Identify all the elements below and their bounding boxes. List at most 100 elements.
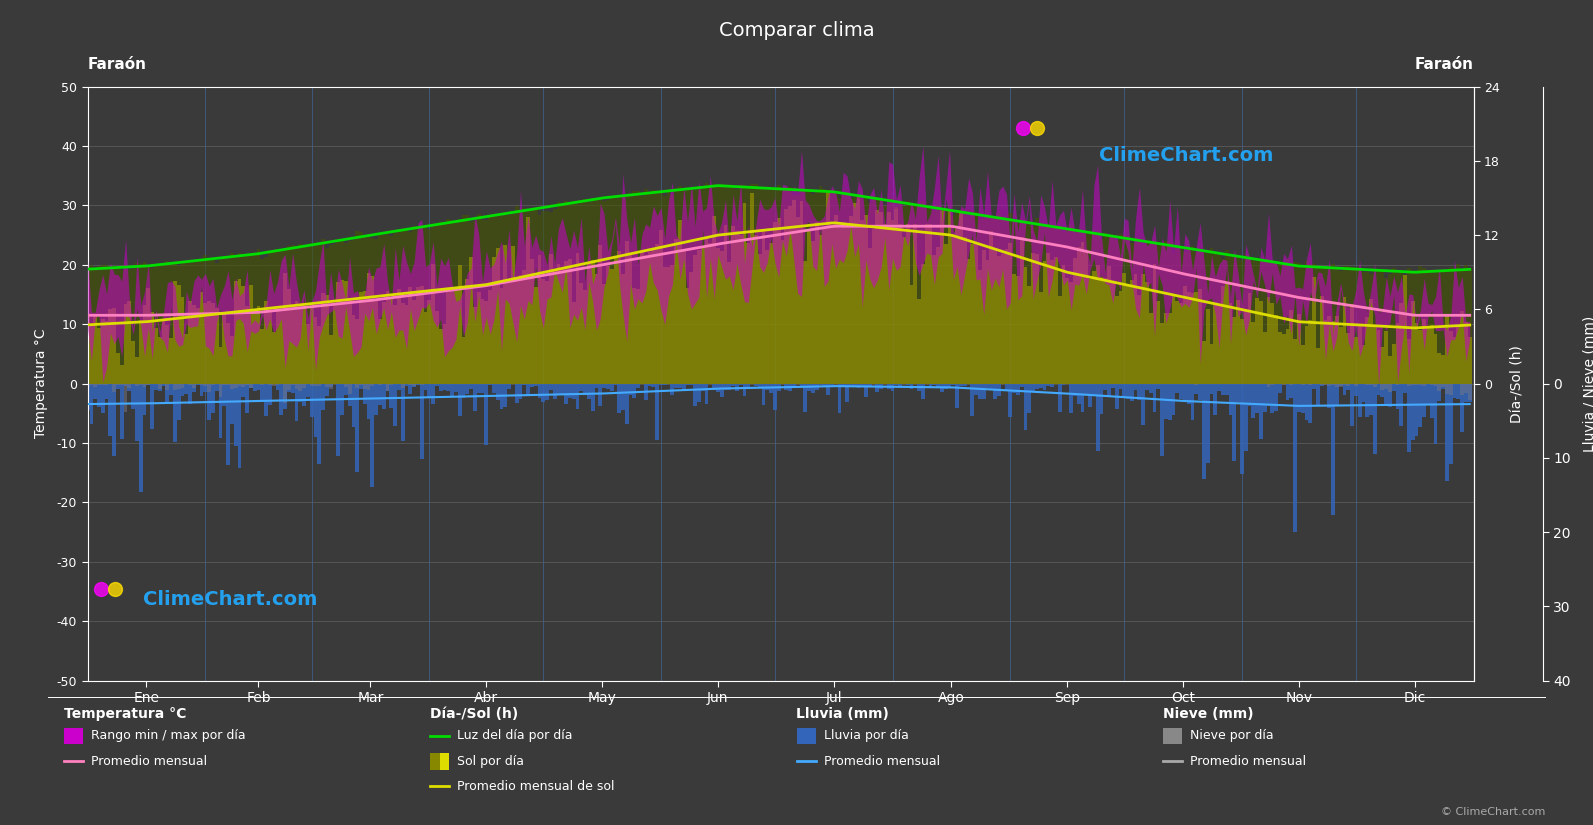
Bar: [655, 384, 660, 440]
Bar: [1168, 243, 1172, 314]
Bar: [803, 261, 808, 384]
Text: ClimeChart.com: ClimeChart.com: [143, 591, 317, 610]
Bar: [1453, 271, 1456, 337]
Bar: [495, 384, 500, 400]
Bar: [777, 185, 781, 219]
Bar: [1024, 221, 1027, 266]
Bar: [1313, 384, 1316, 389]
Bar: [1403, 384, 1407, 394]
Bar: [473, 384, 476, 411]
Bar: [1423, 384, 1426, 417]
Bar: [1381, 271, 1384, 346]
Bar: [1338, 327, 1343, 384]
Bar: [986, 261, 989, 384]
Bar: [1110, 235, 1115, 283]
Bar: [932, 255, 937, 384]
Bar: [1107, 266, 1110, 384]
Bar: [580, 283, 583, 384]
Bar: [481, 384, 484, 393]
Bar: [819, 384, 822, 385]
Bar: [926, 224, 929, 384]
Bar: [210, 384, 215, 412]
Bar: [943, 211, 948, 243]
Bar: [416, 384, 421, 385]
Bar: [1031, 226, 1035, 253]
Bar: [879, 384, 883, 389]
Bar: [355, 384, 358, 389]
Bar: [1445, 384, 1450, 481]
Bar: [610, 384, 613, 391]
Bar: [852, 203, 857, 384]
Bar: [701, 384, 704, 390]
Bar: [89, 323, 94, 384]
Bar: [386, 233, 389, 291]
Bar: [108, 384, 112, 436]
Bar: [1239, 319, 1244, 384]
Bar: [1442, 384, 1445, 387]
Bar: [910, 384, 913, 389]
Bar: [918, 299, 921, 384]
Bar: [421, 384, 424, 460]
Bar: [408, 287, 413, 384]
Bar: [833, 215, 838, 384]
Bar: [564, 262, 569, 384]
Bar: [366, 384, 371, 419]
Bar: [386, 384, 389, 391]
Bar: [1335, 384, 1338, 405]
Bar: [1145, 384, 1149, 390]
Bar: [495, 248, 500, 384]
Bar: [621, 196, 624, 274]
Bar: [1039, 224, 1042, 292]
Bar: [550, 254, 553, 384]
Bar: [624, 194, 629, 241]
Bar: [378, 384, 382, 405]
Bar: [1096, 232, 1099, 265]
Bar: [838, 198, 841, 228]
Bar: [599, 384, 602, 406]
Bar: [180, 384, 185, 389]
Bar: [753, 184, 758, 235]
Bar: [158, 264, 161, 337]
Bar: [234, 384, 237, 389]
Bar: [199, 261, 204, 293]
Bar: [690, 272, 693, 384]
Bar: [1088, 384, 1091, 407]
Bar: [1324, 320, 1327, 384]
Bar: [1027, 286, 1031, 384]
Text: © ClimeChart.com: © ClimeChart.com: [1440, 807, 1545, 817]
Bar: [322, 293, 325, 384]
Bar: [841, 193, 846, 223]
Bar: [393, 305, 397, 384]
Bar: [210, 259, 215, 303]
Bar: [1220, 384, 1225, 395]
Bar: [1278, 384, 1282, 394]
Bar: [1263, 332, 1266, 384]
Bar: [800, 384, 803, 388]
Bar: [515, 206, 519, 280]
Bar: [871, 196, 876, 229]
Bar: [473, 307, 476, 384]
Bar: [1157, 243, 1160, 301]
Bar: [86, 384, 89, 387]
Bar: [613, 258, 618, 384]
Text: ClimeChart.com: ClimeChart.com: [1099, 146, 1274, 165]
Bar: [591, 261, 594, 384]
Bar: [986, 384, 989, 388]
Bar: [158, 384, 161, 391]
Bar: [1027, 224, 1031, 286]
Bar: [898, 224, 902, 384]
Bar: [131, 342, 135, 384]
Bar: [822, 189, 827, 227]
Bar: [992, 384, 997, 398]
Bar: [682, 191, 685, 251]
Bar: [97, 384, 100, 407]
Bar: [1145, 242, 1149, 282]
Bar: [1388, 274, 1392, 356]
Bar: [975, 384, 978, 395]
Bar: [789, 186, 792, 206]
Bar: [530, 384, 534, 387]
Bar: [1069, 224, 1074, 282]
Bar: [1220, 286, 1225, 384]
Bar: [895, 207, 898, 384]
Bar: [86, 266, 89, 317]
